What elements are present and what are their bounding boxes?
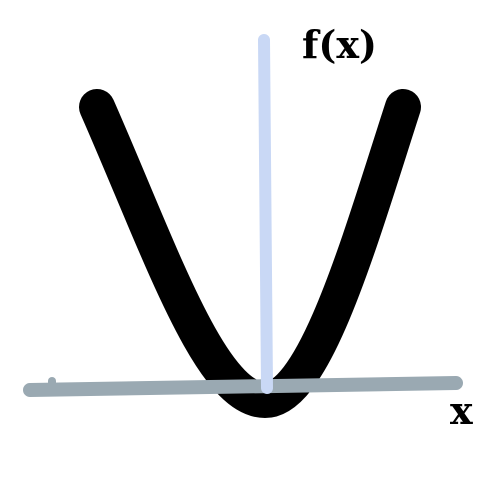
y-axis — [258, 34, 273, 394]
parabola-curve — [79, 89, 421, 418]
x-axis-label: x — [450, 388, 473, 433]
function-label: f(x) — [302, 22, 377, 67]
x-axis — [23, 376, 463, 397]
